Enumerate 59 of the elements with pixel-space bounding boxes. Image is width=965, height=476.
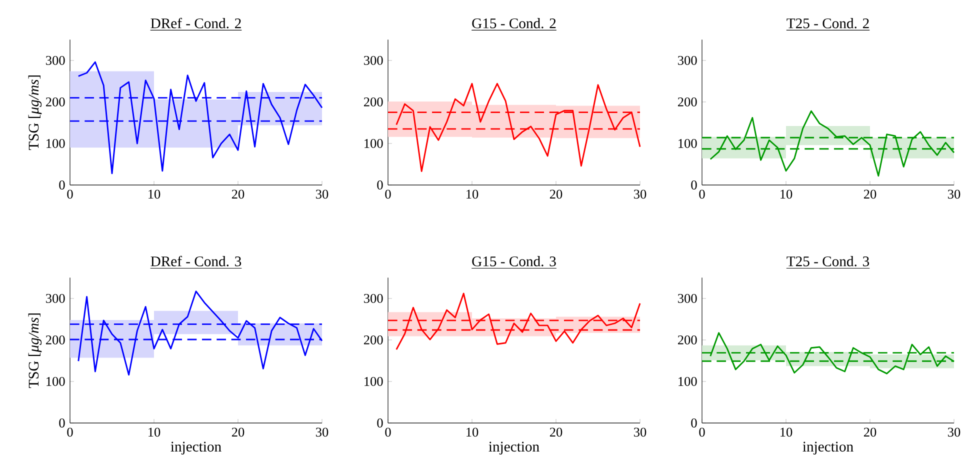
- y-tick-label: 100: [678, 376, 697, 386]
- chart-title: DRef - Cond. 2: [150, 18, 241, 28]
- y-tick-label: 200: [678, 97, 697, 106]
- y-tick-label: 100: [46, 376, 65, 386]
- chart-title: T25 - Cond. 2: [786, 18, 869, 28]
- y-tick-label: 300: [46, 294, 65, 303]
- y-tick-label: 0: [59, 180, 65, 190]
- y-tick-label: 300: [678, 56, 697, 65]
- chart-title: G15 - Cond. 2: [472, 18, 556, 28]
- y-tick-label: 100: [364, 376, 383, 386]
- x-tick-label: 10: [780, 190, 792, 199]
- x-axis-title: injection: [488, 442, 540, 455]
- x-tick-label: 20: [550, 428, 562, 437]
- chart-title: T25 - Cond. 3: [786, 256, 870, 266]
- y-tick-label: 300: [364, 294, 383, 303]
- y-tick-label: 200: [364, 335, 383, 344]
- x-axis-title: injection: [802, 442, 854, 455]
- y-tick-label: 100: [364, 138, 383, 148]
- x-tick-label: 20: [864, 190, 876, 199]
- y-tick-label: 300: [364, 56, 383, 65]
- x-tick-label: 20: [232, 428, 244, 437]
- x-tick-label: 20: [864, 428, 876, 437]
- x-tick-label: 10: [148, 190, 160, 199]
- x-tick-label: 30: [316, 190, 328, 199]
- y-tick-label: 300: [678, 294, 697, 303]
- x-tick-label: 30: [634, 190, 646, 199]
- y-tick-label: 0: [377, 418, 383, 428]
- y-tick-label: 200: [364, 97, 383, 106]
- y-tick-label: 0: [691, 418, 697, 428]
- chart-title: DRef - Cond. 3: [150, 256, 242, 266]
- x-tick-label: 20: [232, 190, 244, 199]
- x-tick-label: 0: [385, 428, 391, 437]
- x-tick-label: 10: [780, 428, 792, 437]
- y-axis-title: TSG [μg/ms]: [28, 75, 42, 150]
- x-tick-label: 30: [634, 428, 646, 437]
- x-tick-label: 10: [466, 428, 478, 437]
- y-tick-label: 0: [59, 418, 65, 428]
- x-tick-label: 30: [948, 190, 960, 199]
- x-tick-label: 0: [699, 428, 705, 437]
- chart-title: G15 - Cond. 3: [472, 256, 556, 266]
- x-tick-label: 0: [67, 190, 73, 199]
- y-axis-title: TSG [μg/ms]: [28, 313, 42, 388]
- x-tick-label: 10: [466, 190, 478, 199]
- y-tick-label: 0: [377, 180, 383, 190]
- y-tick-label: 100: [678, 138, 697, 148]
- y-tick-label: 200: [46, 335, 65, 344]
- y-tick-label: 300: [46, 56, 65, 65]
- y-tick-label: 200: [46, 97, 65, 106]
- y-tick-label: 200: [678, 335, 697, 344]
- x-tick-label: 10: [148, 428, 160, 437]
- x-tick-label: 0: [385, 190, 391, 199]
- x-tick-label: 0: [699, 190, 705, 199]
- x-tick-label: 30: [948, 428, 960, 437]
- y-tick-label: 100: [46, 138, 65, 148]
- x-tick-label: 20: [550, 190, 562, 199]
- x-tick-label: 30: [316, 428, 328, 437]
- y-tick-label: 0: [691, 180, 697, 190]
- x-axis-title: injection: [170, 442, 222, 455]
- x-tick-label: 0: [67, 428, 73, 437]
